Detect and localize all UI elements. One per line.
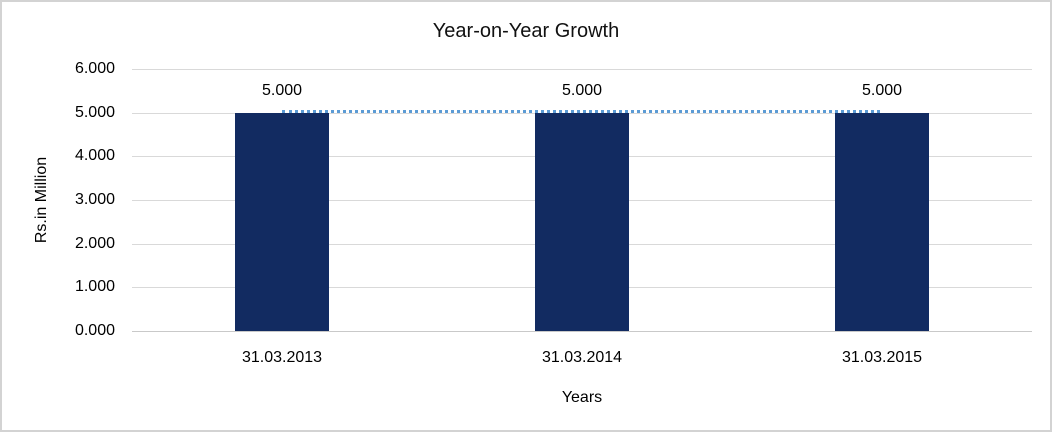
y-tick-label: 4.000	[74, 147, 115, 164]
y-tick-label: 5.000	[74, 104, 115, 121]
x-tick-label: 31.03.2014	[541, 349, 623, 366]
dotted-connector-line	[282, 110, 880, 113]
y-tick-label: 1.000	[74, 278, 115, 295]
bar-2014	[535, 112, 629, 331]
y-axis-title: Rs.in Million	[33, 156, 50, 244]
bar-2013	[235, 112, 329, 331]
plot-area	[132, 69, 1032, 332]
y-tick-label: 6.000	[74, 60, 115, 77]
y-tick-label: 2.000	[74, 235, 115, 252]
x-tick-label: 31.03.2013	[241, 349, 323, 366]
x-tick-label: 31.03.2015	[841, 349, 923, 366]
x-axis-title: Years	[561, 389, 603, 406]
y-tick-label: 3.000	[74, 191, 115, 208]
bar-value-label: 5.000	[861, 82, 903, 99]
bar-value-label: 5.000	[261, 82, 303, 99]
y-tick-label: 0.000	[74, 322, 115, 339]
chart-title: Year-on-Year Growth	[432, 20, 620, 42]
gridline	[132, 69, 1032, 70]
x-axis-line	[132, 331, 1032, 332]
bar-2015	[835, 112, 929, 331]
bar-value-label: 5.000	[561, 82, 603, 99]
